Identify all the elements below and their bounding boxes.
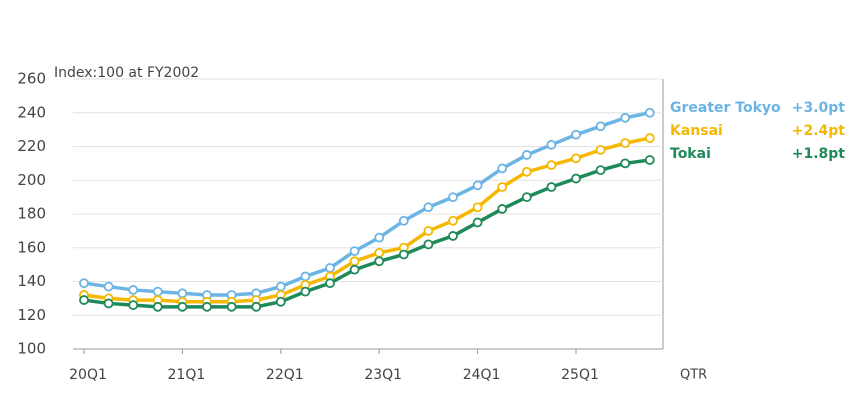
x-tick-label: 23Q1 bbox=[364, 367, 402, 383]
series-line bbox=[83, 158, 651, 309]
data-point bbox=[251, 301, 262, 312]
legend-change: +3.0pt bbox=[792, 100, 846, 116]
data-point bbox=[472, 217, 483, 228]
data-point bbox=[644, 107, 655, 118]
data-point bbox=[349, 264, 360, 275]
y-tick-label: 100 bbox=[17, 340, 46, 358]
data-point bbox=[546, 139, 557, 150]
data-point bbox=[448, 215, 458, 226]
data-point bbox=[571, 153, 581, 164]
data-point bbox=[202, 301, 212, 312]
data-point bbox=[521, 166, 532, 177]
data-point bbox=[79, 278, 89, 289]
data-point bbox=[497, 163, 508, 174]
data-point bbox=[128, 285, 139, 295]
y-tick-label: 180 bbox=[17, 205, 46, 223]
data-point bbox=[103, 281, 114, 292]
data-point bbox=[423, 202, 434, 213]
data-point bbox=[620, 112, 631, 123]
data-point bbox=[571, 173, 581, 184]
data-point bbox=[620, 138, 631, 149]
data-point bbox=[275, 281, 286, 292]
data-point bbox=[398, 215, 409, 226]
x-tick-label: 22Q1 bbox=[266, 367, 304, 383]
data-point bbox=[595, 121, 606, 132]
y-tick-label: 120 bbox=[17, 306, 46, 324]
legend-label: Kansai bbox=[670, 123, 723, 139]
data-point bbox=[275, 296, 286, 307]
data-point bbox=[79, 295, 89, 305]
data-point bbox=[497, 182, 508, 192]
series-line bbox=[83, 136, 651, 304]
data-point bbox=[571, 129, 581, 140]
data-point bbox=[448, 231, 458, 241]
data-point bbox=[546, 160, 557, 170]
y-tick-label: 160 bbox=[17, 238, 46, 256]
data-point bbox=[644, 133, 655, 143]
data-point bbox=[423, 225, 434, 236]
data-point bbox=[521, 192, 532, 203]
data-point bbox=[349, 246, 360, 257]
data-point bbox=[546, 182, 557, 192]
x-tick-label: 20Q1 bbox=[69, 367, 107, 383]
x-tick-label: 24Q1 bbox=[463, 367, 501, 383]
data-point bbox=[325, 278, 335, 289]
legend-change: +1.8pt bbox=[792, 146, 846, 162]
data-point bbox=[177, 288, 188, 299]
data-point bbox=[448, 192, 458, 203]
series-line bbox=[83, 111, 651, 297]
x-tick-label: 21Q1 bbox=[168, 367, 206, 383]
data-point bbox=[325, 263, 335, 273]
data-point bbox=[374, 247, 385, 258]
legend-change: +2.4pt bbox=[792, 123, 846, 139]
data-point bbox=[497, 204, 508, 214]
data-point bbox=[620, 158, 631, 169]
data-point bbox=[226, 301, 237, 312]
y-axis-label: Index:100 at FY2002 bbox=[54, 65, 199, 81]
data-point bbox=[595, 165, 606, 176]
y-tick-label: 140 bbox=[17, 272, 46, 290]
data-point bbox=[423, 239, 434, 250]
data-point bbox=[349, 256, 360, 267]
data-point bbox=[472, 180, 483, 191]
x-tick-label: 25Q1 bbox=[561, 367, 599, 383]
data-point bbox=[128, 300, 139, 311]
data-point bbox=[521, 150, 532, 160]
data-point bbox=[103, 298, 114, 309]
data-point bbox=[152, 286, 163, 297]
data-point bbox=[595, 144, 606, 155]
y-tick-label: 260 bbox=[17, 70, 46, 88]
legend-label: Greater Tokyo bbox=[670, 100, 781, 116]
data-point bbox=[398, 249, 409, 260]
data-point bbox=[177, 301, 188, 312]
x-axis-label: QTR bbox=[680, 368, 707, 383]
data-point bbox=[472, 202, 483, 213]
y-tick-label: 220 bbox=[17, 137, 46, 155]
data-point bbox=[300, 286, 311, 297]
data-point bbox=[374, 256, 385, 267]
y-tick-label: 240 bbox=[17, 103, 46, 121]
data-point bbox=[300, 271, 311, 282]
data-point bbox=[374, 232, 385, 243]
data-point bbox=[644, 155, 655, 165]
legend-label: Tokai bbox=[670, 146, 711, 162]
y-tick-label: 200 bbox=[17, 171, 46, 189]
data-point bbox=[152, 301, 163, 312]
